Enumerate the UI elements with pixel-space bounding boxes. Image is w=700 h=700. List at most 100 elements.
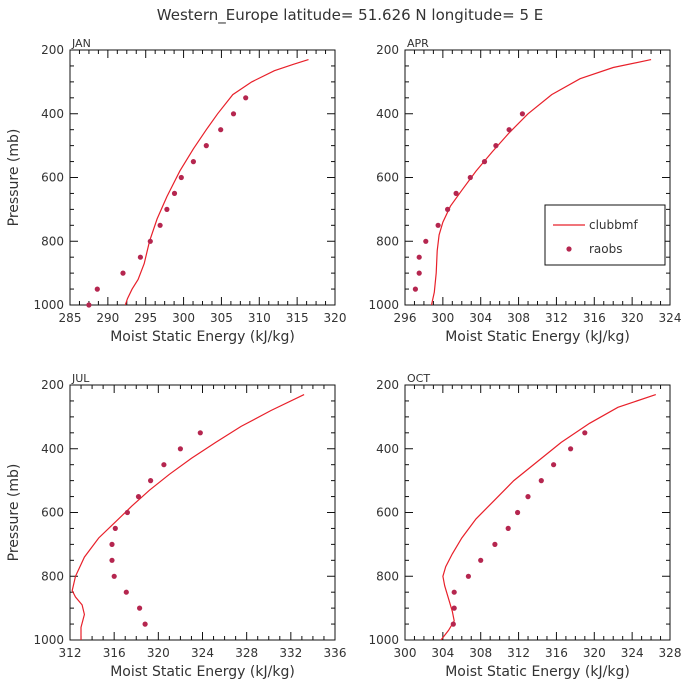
x-tick-label: 300 <box>431 311 454 325</box>
data-point-raobs <box>467 174 473 181</box>
data-point-raobs <box>157 222 163 228</box>
data-point-raobs <box>243 95 249 101</box>
data-point-raobs <box>178 174 184 181</box>
legend-dot-swatch <box>566 246 572 252</box>
y-tick-label: 400 <box>376 442 399 456</box>
data-point-raobs <box>492 541 498 548</box>
data-point-raobs <box>412 286 418 292</box>
data-point-raobs <box>445 206 451 212</box>
panel-oct: OCT 300 304 308 312 316 320 324 328 200 400 600 800 1… <box>368 372 681 680</box>
data-point-raobs <box>148 478 154 484</box>
data-point-raobs <box>218 127 224 133</box>
x-tick-label: 300 <box>394 646 417 660</box>
x-axis-label: Moist Static Energy (kJ/kg) <box>110 664 295 680</box>
x-tick-label: 316 <box>103 646 126 660</box>
y-tick-label: 800 <box>376 234 399 248</box>
data-point-raobs <box>230 111 237 117</box>
y-tick-label: 800 <box>41 569 64 583</box>
x-axis-label: Moist Static Energy (kJ/kg) <box>445 329 630 345</box>
data-point-raobs <box>493 143 499 149</box>
x-tick-label: 300 <box>172 311 195 325</box>
panel-label: JAN <box>71 37 91 50</box>
x-tick-label: 336 <box>324 646 347 660</box>
x-axis-label: Moist Static Energy (kJ/kg) <box>445 664 630 680</box>
x-tick-label: 320 <box>621 311 644 325</box>
panel-label: JUL <box>71 372 90 385</box>
y-tick-label: 200 <box>41 43 64 57</box>
plot-frame <box>404 384 671 641</box>
x-tick-label: 316 <box>545 646 568 660</box>
data-point-raobs <box>177 446 183 452</box>
panel-label: OCT <box>407 372 430 385</box>
data-point-raobs <box>137 254 143 260</box>
x-tick-label: 295 <box>134 311 157 325</box>
y-tick-label: 800 <box>376 569 399 583</box>
data-point-raobs <box>465 573 471 579</box>
data-point-raobs <box>190 159 196 165</box>
x-tick-label: 332 <box>279 646 302 660</box>
data-point-raobs <box>109 557 115 563</box>
data-point-raobs <box>147 238 153 244</box>
series-line-clubbmf <box>440 394 656 640</box>
y-tick-label: 400 <box>41 107 64 121</box>
data-point-raobs <box>481 159 488 165</box>
panels-group: JAN 285 290 295 300 305 310 315 320 200 400 600 800 1… <box>6 37 681 680</box>
y-tick-label: 1000 <box>33 633 64 647</box>
panel-label: APR <box>407 37 429 50</box>
data-point-raobs <box>137 605 143 611</box>
x-tick-label: 308 <box>469 646 492 660</box>
panel-jul: JUL 312 316 320 324 328 332 336 200 400 600 800 1000… <box>6 372 346 680</box>
y-tick-label: 1000 <box>33 298 64 312</box>
y-tick-label: 400 <box>376 107 399 121</box>
data-point-raobs <box>478 557 484 563</box>
x-tick-label: 328 <box>235 646 258 660</box>
data-point-raobs <box>423 238 429 244</box>
data-point-raobs <box>453 190 459 196</box>
plot-frame <box>69 384 336 641</box>
y-axis-label: Pressure (mb) <box>6 464 22 562</box>
y-tick-label: 200 <box>376 378 399 392</box>
series-line-clubbmf <box>71 394 305 640</box>
data-point-raobs <box>142 621 148 627</box>
plot-frame <box>69 49 336 306</box>
data-point-raobs <box>505 525 511 532</box>
x-tick-label: 304 <box>431 646 454 660</box>
data-point-raobs <box>435 222 441 228</box>
x-tick-label: 312 <box>507 646 530 660</box>
x-tick-label: 285 <box>59 311 82 325</box>
x-tick-label: 324 <box>621 646 644 660</box>
data-point-raobs <box>94 286 100 292</box>
y-tick-label: 600 <box>376 171 399 185</box>
x-tick-label: 308 <box>507 311 530 325</box>
y-tick-label: 200 <box>41 378 64 392</box>
legend: clubbmf raobs <box>544 204 666 266</box>
x-tick-label: 310 <box>248 311 271 325</box>
data-point-raobs <box>551 462 557 468</box>
series-line-clubbmf <box>430 59 652 305</box>
data-point-raobs <box>111 573 117 579</box>
x-tick-label: 324 <box>191 646 214 660</box>
y-tick-label: 1000 <box>368 298 399 312</box>
data-point-raobs <box>109 541 115 548</box>
series-line-clubbmf <box>124 59 309 305</box>
data-point-raobs <box>416 254 422 260</box>
y-tick-label: 800 <box>41 234 64 248</box>
data-point-raobs <box>525 494 531 500</box>
data-point-raobs <box>197 430 203 436</box>
data-point-raobs <box>135 494 142 500</box>
x-tick-label: 320 <box>324 311 347 325</box>
legend-label-obs: raobs <box>589 242 623 256</box>
y-axis-label: Pressure (mb) <box>6 129 22 227</box>
panel-jan: JAN 285 290 295 300 305 310 315 320 200 400 600 800 1… <box>6 37 346 345</box>
data-point-raobs <box>506 127 512 133</box>
data-point-raobs <box>451 589 457 595</box>
x-tick-label: 296 <box>394 311 417 325</box>
figure-title: Western_Europe latitude= 51.626 N longit… <box>157 6 543 25</box>
data-point-raobs <box>112 525 118 532</box>
x-tick-label: 290 <box>96 311 119 325</box>
x-tick-label: 324 <box>659 311 682 325</box>
legend-box <box>544 204 666 266</box>
y-tick-label: 400 <box>41 442 64 456</box>
data-point-raobs <box>568 446 574 452</box>
